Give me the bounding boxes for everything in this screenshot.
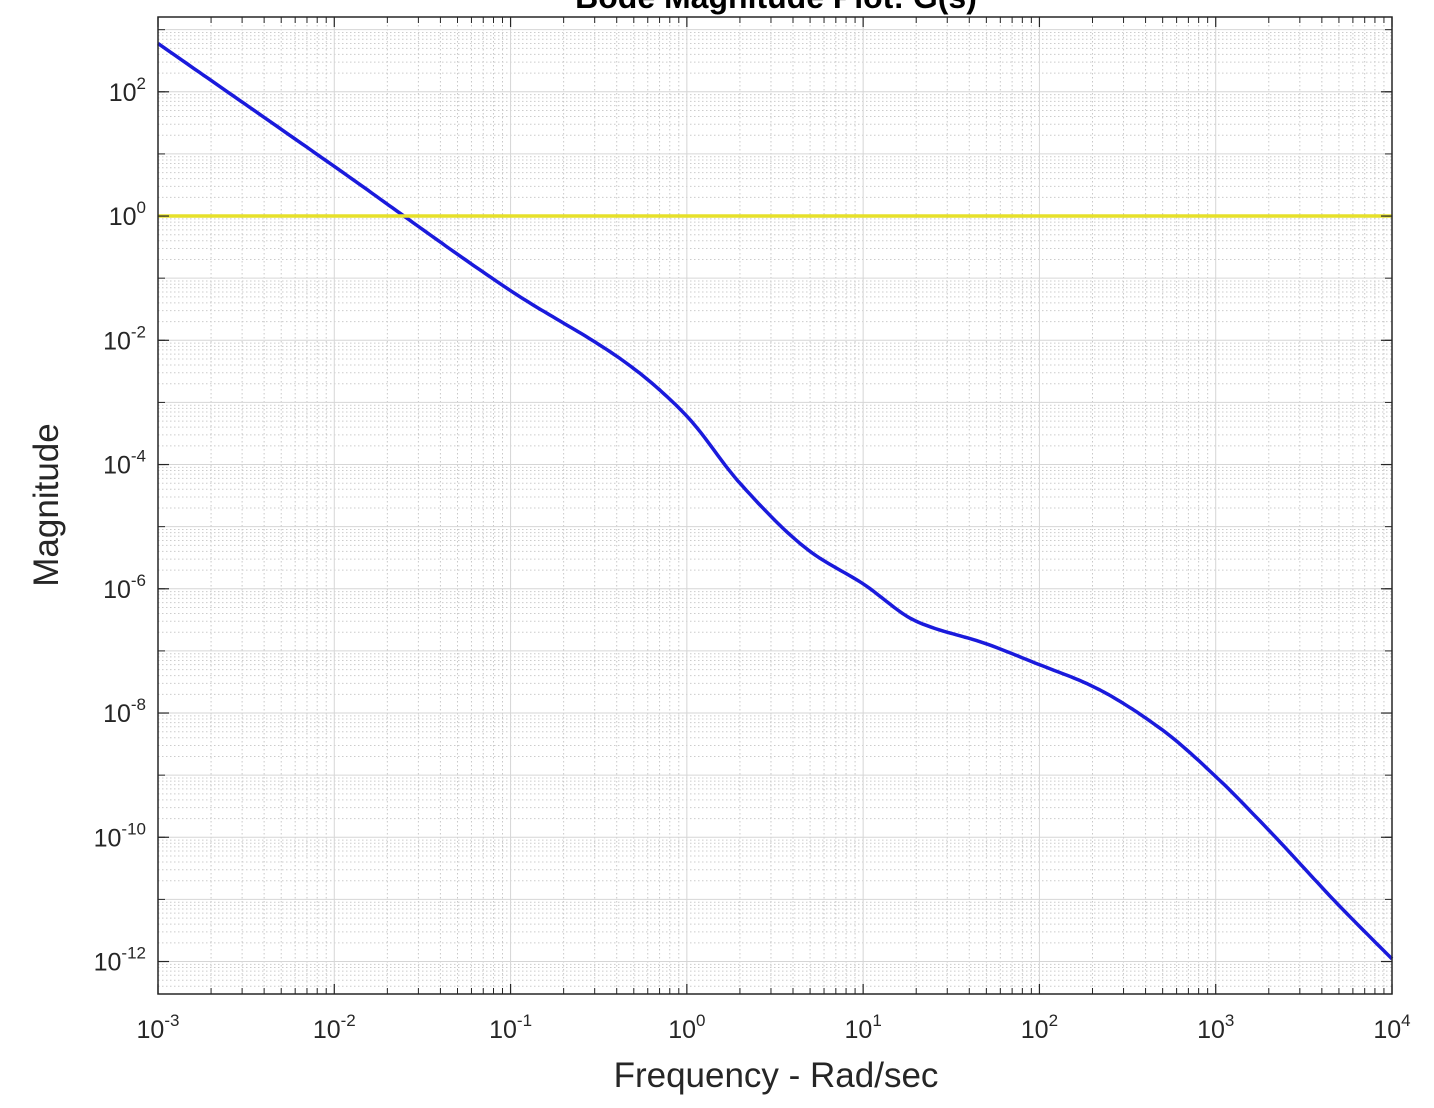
y-tick-label: 10-4 [103,447,146,480]
x-tick-label: 10-2 [313,1011,356,1044]
y-tick-label: 10-10 [94,819,146,852]
x-tick-labels: 10-3 10-2 10-1 100 101 102 103 104 [137,1011,1411,1044]
y-tick-label: 100 [109,198,146,231]
x-tick-label: 10-3 [137,1011,180,1044]
y-tick-label: 10-6 [103,571,146,604]
x-axis-title: Frequency - Rad/sec [614,1056,939,1095]
minor-grid [158,17,1392,995]
x-tick-label: 10-1 [489,1011,532,1044]
y-tick-label: 10-8 [103,695,146,728]
tick-marks [157,17,1393,994]
series-layer [157,42,1394,961]
y-tick-labels: 10-12 10-10 10-8 10-6 10-4 10-2 100 102 [94,74,146,977]
x-tick-label: 101 [845,1011,882,1044]
magnitude-curve [157,42,1394,961]
y-tick-label: 10-12 [94,944,146,977]
plot-frame [157,16,1393,995]
x-tick-label: 104 [1373,1011,1410,1044]
x-tick-label: 103 [1197,1011,1234,1044]
y-tick-label: 10-2 [103,322,146,355]
x-tick-label: 102 [1021,1011,1058,1044]
y-tick-label: 102 [109,74,146,107]
chart-title: Bode Magnitude Plot: G(s) [575,0,977,15]
x-tick-label: 100 [668,1011,705,1044]
y-axis-title: Magnitude [27,423,66,586]
